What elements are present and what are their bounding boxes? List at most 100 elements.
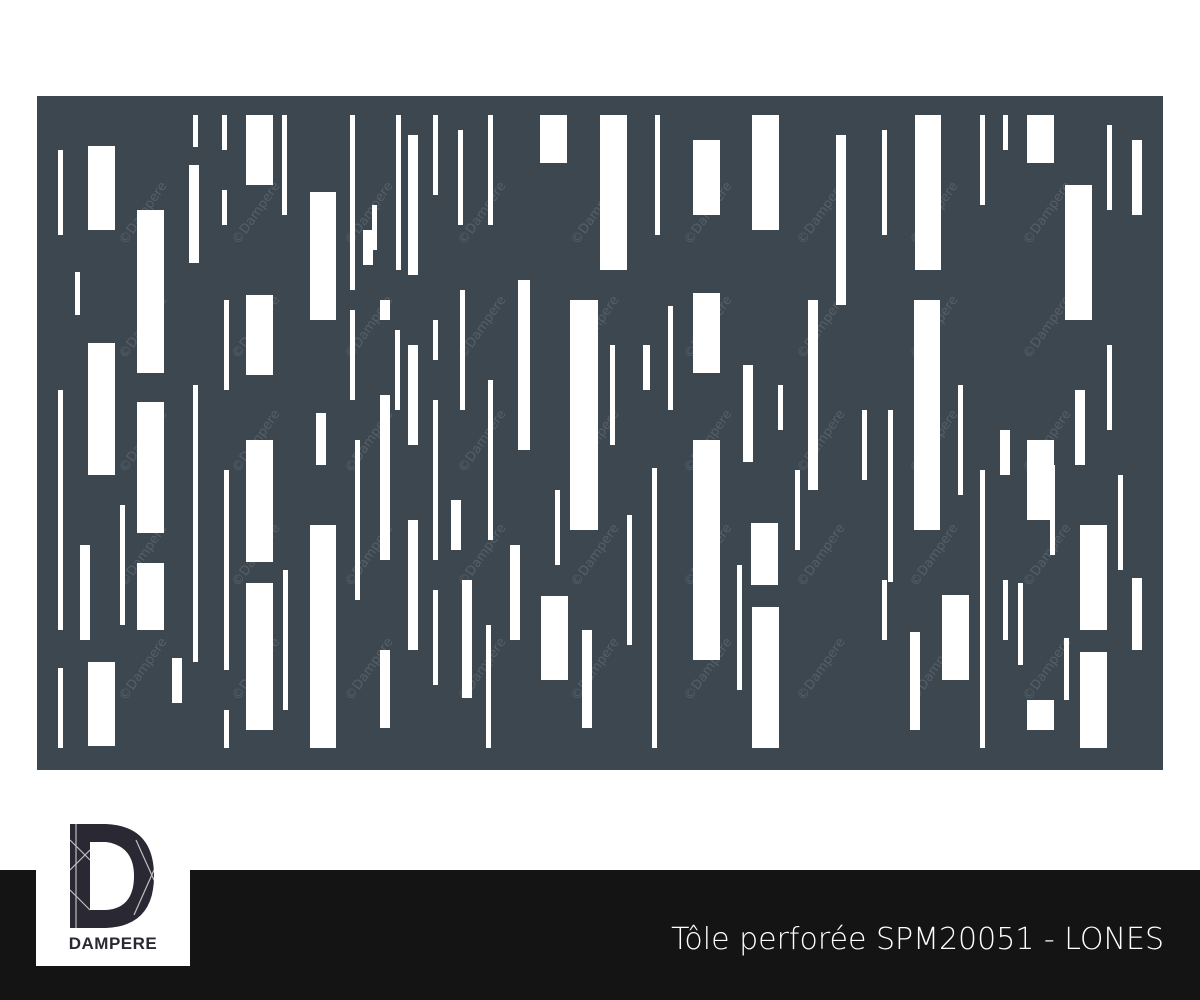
perforation-slot xyxy=(193,385,198,662)
watermark: ©Dampere xyxy=(568,635,623,704)
perforation-slot xyxy=(1050,465,1055,555)
perforation-slot xyxy=(693,140,720,215)
perforation-slot xyxy=(570,300,598,530)
perforation-slot xyxy=(1075,390,1085,465)
perforation-slot xyxy=(189,165,199,263)
watermark: ©Dampere xyxy=(116,635,171,704)
perforation-slot xyxy=(380,650,390,728)
watermark: ©Dampere xyxy=(794,407,849,476)
footer-bar xyxy=(0,870,1200,1000)
perforation-slot xyxy=(737,565,742,690)
perforation-slot xyxy=(1080,652,1107,748)
perforation-slot xyxy=(80,545,90,640)
perforation-slot xyxy=(58,150,63,235)
perforation-slot xyxy=(433,400,438,560)
perforation-slot xyxy=(1107,125,1112,210)
watermark: ©Dampere xyxy=(1020,293,1075,362)
perforation-slot xyxy=(541,596,568,680)
watermark: ©Dampere xyxy=(794,635,849,704)
perforation-slot xyxy=(137,210,164,373)
perforation-slot xyxy=(58,390,63,630)
perforation-slot xyxy=(137,402,164,533)
perforation-slot xyxy=(395,330,400,410)
perforation-slot xyxy=(915,115,941,270)
perforation-slot xyxy=(224,470,229,670)
perforation-slot xyxy=(778,385,783,430)
perforation-slot xyxy=(795,470,800,550)
perforation-slot xyxy=(310,192,336,320)
perforation-slot xyxy=(1027,440,1054,520)
perforation-slot xyxy=(1003,115,1008,148)
perforated-panel-image: ©Dampere ©Dampere ©Dampere ©Dampere ©Dampere… xyxy=(37,96,1163,770)
perforation-slot xyxy=(246,295,273,375)
perforation-slot xyxy=(246,115,273,185)
product-title: Tôle perforée SPM20051 - LONES xyxy=(671,922,1164,957)
perforation-slot xyxy=(555,490,560,565)
perforation-slot xyxy=(350,310,355,400)
perforation-slot xyxy=(752,115,779,230)
perforation-slot xyxy=(958,385,963,495)
perforation-slot xyxy=(668,306,673,410)
perforation-slot xyxy=(222,115,227,150)
perforation-slot xyxy=(862,410,867,480)
perforation-slot xyxy=(282,115,287,215)
watermark: ©Dampere xyxy=(455,179,510,248)
perforation-slot xyxy=(743,365,753,462)
perforation-slot xyxy=(460,290,465,410)
perforation-slot xyxy=(752,607,779,748)
dampere-d-icon xyxy=(69,824,155,928)
perforation-slot xyxy=(882,580,887,640)
perforation-slot xyxy=(1065,185,1092,320)
perforation-slot xyxy=(1064,638,1069,700)
perforation-slot xyxy=(222,190,227,225)
perforation-slot xyxy=(355,440,360,600)
perforation-slot xyxy=(408,345,418,445)
perforation-slot xyxy=(1118,475,1123,570)
watermark: ©Dampere xyxy=(455,521,510,590)
watermark: ©Dampere xyxy=(1020,521,1075,590)
perforation-slot xyxy=(627,515,632,645)
perforation-slot xyxy=(1000,430,1010,475)
perforation-slot xyxy=(1080,525,1107,630)
perforation-slot xyxy=(380,395,390,560)
perforation-slot xyxy=(836,135,846,305)
watermark: ©Dampere xyxy=(794,293,849,362)
perforation-slot xyxy=(120,505,125,625)
perforation-slot xyxy=(88,343,115,475)
perforation-slot xyxy=(652,468,657,748)
perforation-slot xyxy=(488,115,493,225)
perforation-slot xyxy=(246,583,273,730)
perforation-slot xyxy=(808,300,818,490)
perforation-slot xyxy=(914,300,940,530)
perforation-slot xyxy=(600,115,627,270)
dampere-logo: DAMPERE xyxy=(36,810,190,966)
perforation-slot xyxy=(316,413,326,465)
perforation-slot xyxy=(193,115,198,147)
perforation-slot xyxy=(1132,578,1142,650)
perforation-slot xyxy=(486,625,491,748)
perforation-slot xyxy=(942,595,969,680)
perforation-slot xyxy=(518,280,530,450)
perforation-slot xyxy=(1003,580,1008,640)
perforation-slot xyxy=(58,668,63,748)
logo-text: DAMPERE xyxy=(68,934,158,953)
perforation-slot xyxy=(137,563,164,630)
perforation-slot xyxy=(488,380,493,540)
perforation-slot xyxy=(408,520,418,650)
perforation-slot xyxy=(408,135,418,275)
perforation-slot xyxy=(462,580,472,698)
perforation-slot xyxy=(888,410,893,582)
perforation-slot xyxy=(1027,700,1054,730)
perforation-slot xyxy=(75,272,80,315)
perforation-slot xyxy=(363,230,373,265)
perforation-slot xyxy=(380,300,390,320)
perforation-slot xyxy=(1027,115,1054,163)
perforation-slot xyxy=(693,440,720,660)
perforation-slot xyxy=(372,205,377,250)
perforation-slot xyxy=(980,115,985,205)
perforation-slot xyxy=(172,658,182,703)
perforation-slot xyxy=(540,115,567,163)
watermark: ©Dampere xyxy=(568,521,623,590)
perforation-slot xyxy=(751,523,778,585)
perforation-slot xyxy=(458,130,463,225)
